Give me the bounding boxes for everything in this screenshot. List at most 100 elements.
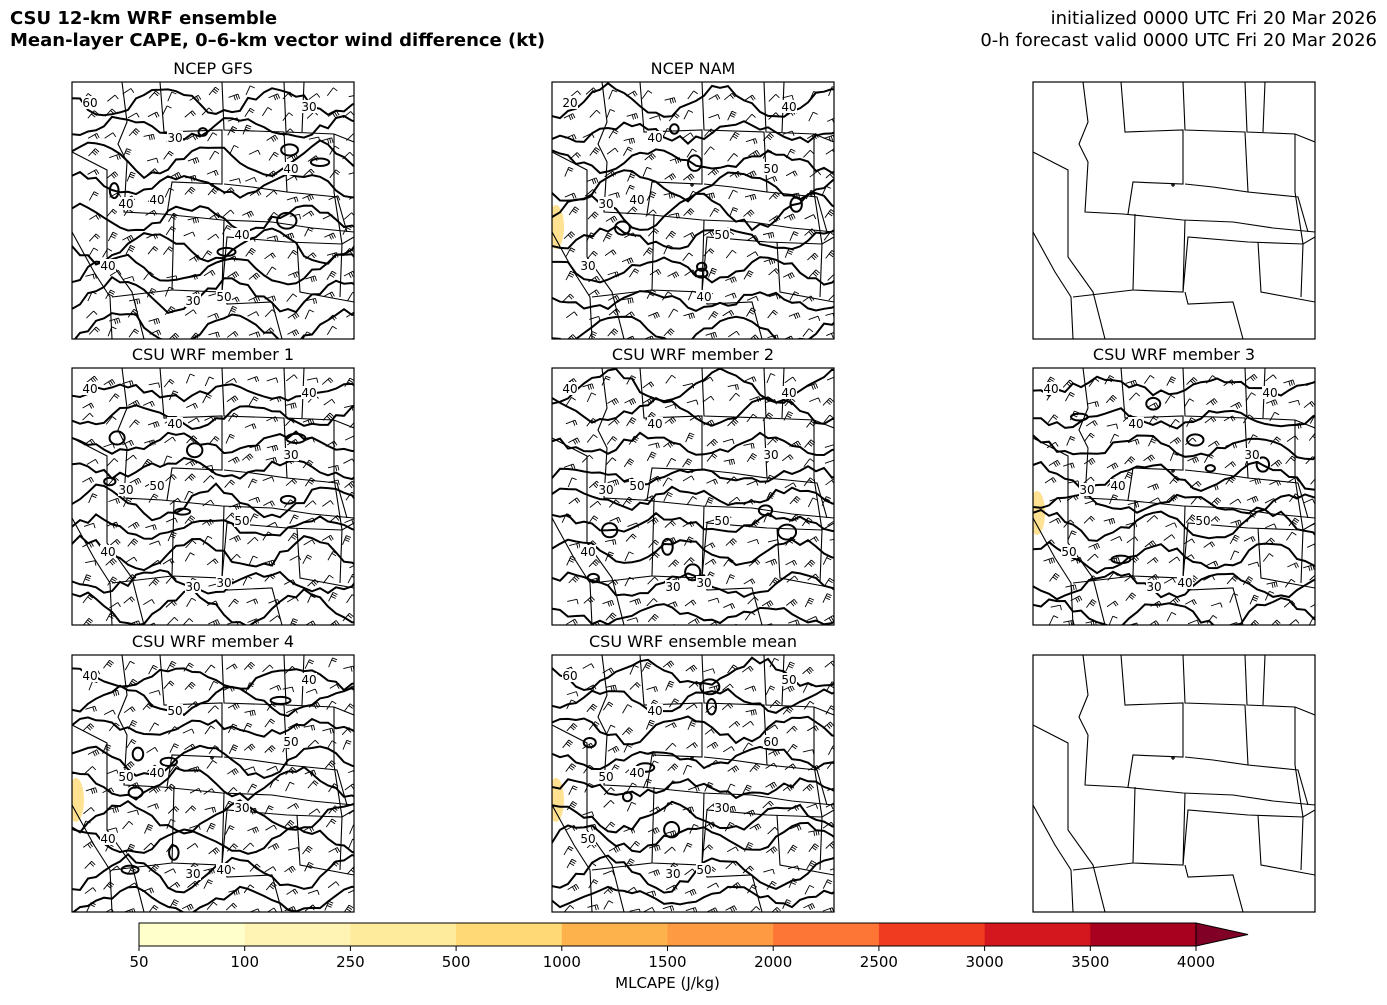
wind-barb (629, 840, 641, 850)
wind-barb (624, 398, 637, 406)
wind-barb (123, 706, 136, 714)
wind-barb (1230, 401, 1242, 410)
wind-barb (248, 396, 259, 406)
wind-barb (109, 153, 121, 160)
wind-barb (788, 312, 801, 320)
contour-line (72, 684, 354, 718)
wind-barb (565, 247, 576, 257)
wind-barb (682, 252, 694, 262)
wind-barb (567, 477, 577, 488)
wind-barb (182, 728, 195, 734)
wind-barb (1110, 536, 1123, 542)
wind-barb (148, 317, 161, 325)
wind-barb (721, 702, 734, 711)
wind-barb (1144, 375, 1155, 384)
wind-barb (1229, 534, 1240, 545)
valid-time: 0-h forecast valid 0000 UTC Fri 20 Mar 2… (980, 30, 1377, 51)
colorbar-bin (456, 923, 563, 946)
wind-barb (147, 246, 159, 255)
contour-line (131, 746, 145, 762)
wind-barb (703, 542, 716, 549)
wind-barb (264, 866, 277, 873)
wind-barb (163, 150, 174, 160)
wind-barb (106, 208, 118, 218)
wind-barb (247, 478, 258, 489)
wind-barb (148, 578, 160, 587)
wind-barb (704, 496, 714, 507)
wind-barb (128, 298, 141, 305)
wind-barb (329, 169, 341, 179)
wind-barb (86, 310, 98, 319)
wind-barb (187, 862, 199, 872)
wind-barb (606, 109, 615, 119)
wind-barb (582, 663, 595, 669)
wind-barb (687, 785, 700, 792)
wind-barb (605, 457, 617, 466)
wind-barb (641, 90, 653, 100)
wind-barb (228, 889, 240, 896)
wind-barb (307, 579, 319, 587)
wind-barb (642, 247, 654, 256)
wind-barb (262, 476, 275, 482)
wind-barb (785, 599, 798, 607)
wind-barb (282, 112, 294, 121)
wind-barb (563, 113, 576, 121)
wind-barb (726, 574, 735, 585)
contour-line (552, 821, 834, 854)
contour-line (72, 253, 354, 286)
wind-barb (604, 249, 617, 257)
wind-barb (163, 680, 175, 689)
wind-barb (1183, 398, 1195, 408)
wind-barb (243, 743, 256, 751)
wind-barb (208, 847, 220, 855)
contour-label: 30 (696, 576, 711, 590)
wind-barb (285, 402, 297, 409)
wind-barb (742, 865, 755, 874)
wind-barb (184, 490, 194, 501)
wind-barb (229, 144, 239, 155)
wind-barb (766, 846, 778, 854)
contour-label: 40 (149, 766, 164, 780)
wind-barb (642, 778, 652, 789)
wind-barb (685, 703, 698, 710)
wind-barb (825, 802, 834, 810)
wind-barb (264, 745, 276, 753)
wind-barb (828, 86, 834, 97)
wind-barb (328, 657, 338, 668)
wind-barb (85, 273, 97, 280)
contour-line (72, 569, 354, 595)
wind-barb (702, 230, 715, 237)
wind-barb (349, 421, 354, 428)
contour-label: 50 (216, 290, 231, 304)
wind-barb (606, 724, 616, 735)
wind-barb (664, 97, 677, 104)
wind-barb (183, 231, 196, 237)
wind-barb (642, 381, 655, 389)
wind-barb (744, 685, 757, 692)
wind-barb (668, 212, 680, 219)
wind-barb (747, 596, 759, 605)
wind-barb (143, 400, 155, 407)
wind-barb (727, 765, 740, 773)
wind-barb (726, 846, 739, 853)
wind-barb (204, 806, 217, 813)
contour-line (72, 404, 354, 431)
colorbar-tick-label: 500 (442, 953, 471, 971)
wind-barb (1168, 596, 1181, 605)
wind-barb (109, 865, 121, 873)
wind-barb (622, 496, 634, 506)
wind-barb (1303, 401, 1315, 409)
wind-barb (1063, 619, 1075, 625)
wind-barb (1249, 478, 1262, 485)
contour-line (168, 844, 180, 861)
wind-barb (684, 888, 697, 896)
wind-barb (227, 768, 239, 776)
wind-barb (803, 458, 815, 467)
wind-barb (804, 597, 815, 608)
wind-barb (825, 312, 834, 319)
wind-barb (683, 208, 695, 216)
wind-barb (306, 377, 319, 383)
wind-barb (588, 480, 601, 489)
colorbar-bin (350, 923, 457, 946)
wind-barb (168, 212, 179, 223)
